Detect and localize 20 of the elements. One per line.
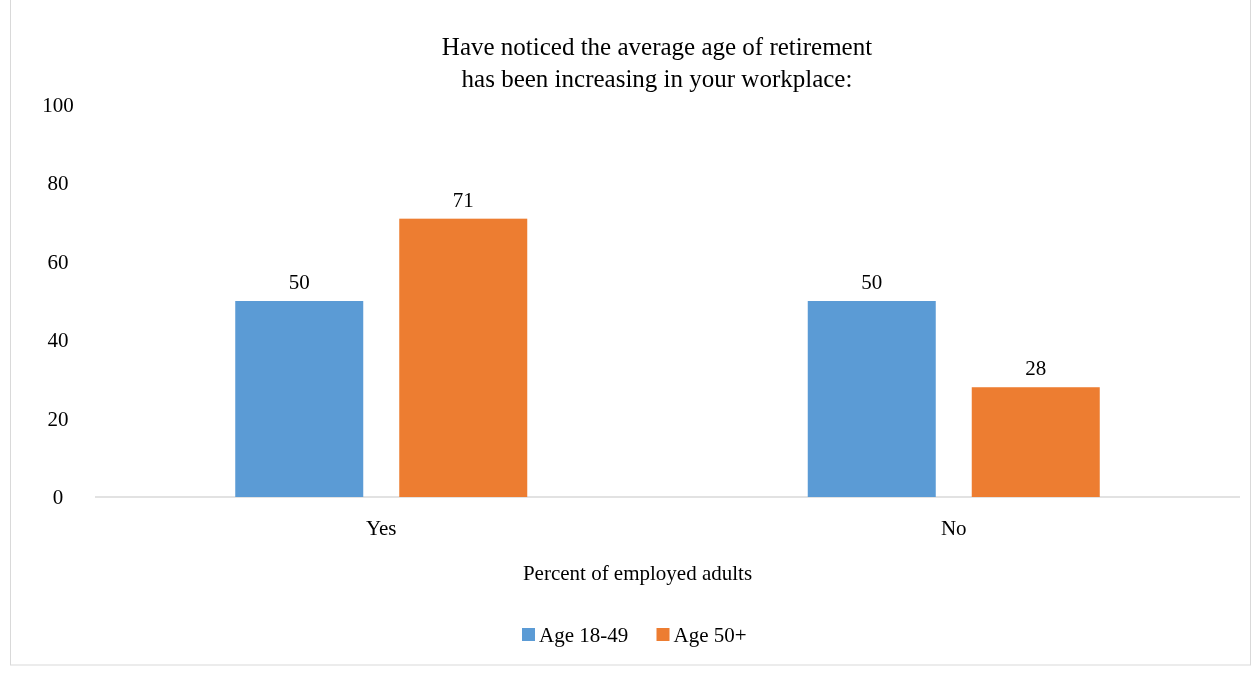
data-label: 28	[1025, 356, 1047, 381]
y-tick-label: 60	[47, 249, 69, 274]
bar	[971, 387, 1100, 497]
x-axis-title: Percent of employed adults	[522, 561, 753, 585]
x-tick-label: No	[940, 516, 967, 540]
data-label: 71	[452, 187, 474, 212]
y-tick-label: 100	[42, 93, 74, 117]
bar	[235, 301, 364, 497]
bar	[399, 218, 528, 497]
chart-title: Have noticed the average age of retirement has been increasing in your workplace:	[441, 33, 873, 92]
x-tick-label: Yes	[365, 516, 397, 540]
legend-label: Age 18-49	[539, 623, 629, 647]
y-tick-label: 0	[52, 485, 64, 509]
data-label: 50	[861, 270, 883, 294]
y-tick-label: 40	[47, 328, 69, 353]
legend-label: Age 50+	[673, 623, 747, 647]
bar	[807, 301, 936, 497]
y-tick-label: 80	[47, 171, 69, 196]
y-tick-label: 20	[47, 406, 69, 431]
data-label: 50	[288, 270, 310, 294]
